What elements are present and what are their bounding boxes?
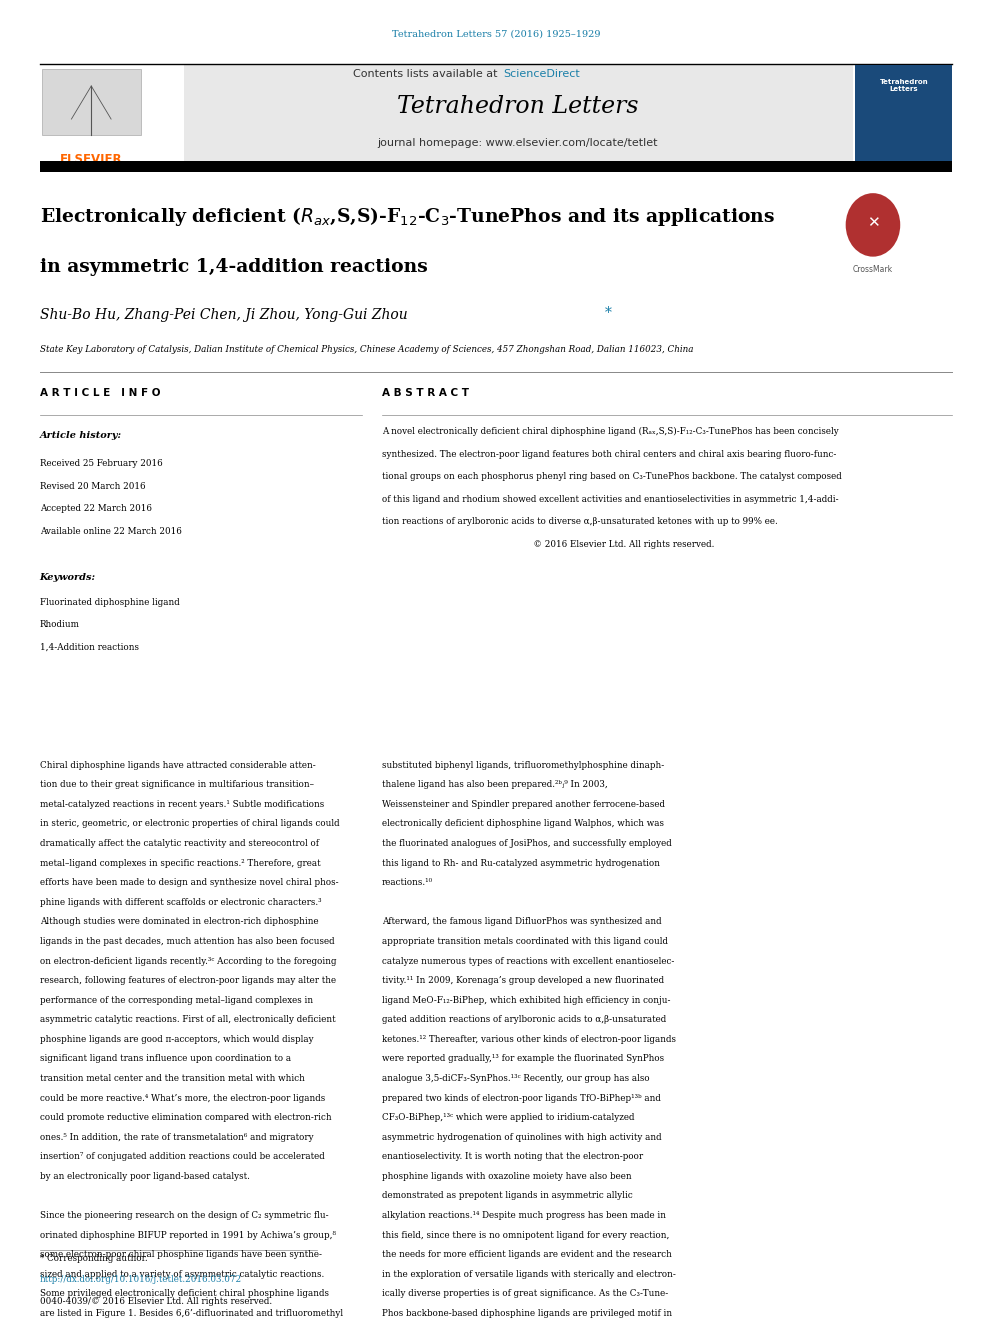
- Text: Although studies were dominated in electron-rich diphosphine: Although studies were dominated in elect…: [40, 917, 318, 926]
- Text: tivity.¹¹ In 2009, Korenaga’s group developed a new fluorinated: tivity.¹¹ In 2009, Korenaga’s group deve…: [382, 976, 664, 986]
- Text: Electronically deficient ($R_{ax}$,S,S)-F$_{12}$-C$_{3}$-TunePhos and its applic: Electronically deficient ($R_{ax}$,S,S)-…: [40, 205, 775, 228]
- Text: alkylation reactions.¹⁴ Despite much progress has been made in: alkylation reactions.¹⁴ Despite much pro…: [382, 1211, 666, 1220]
- Text: CF₃O-BiPhep,¹³ᶜ which were applied to iridium-catalyzed: CF₃O-BiPhep,¹³ᶜ which were applied to ir…: [382, 1113, 635, 1122]
- Text: ically diverse properties is of great significance. As the C₃-Tune-: ically diverse properties is of great si…: [382, 1290, 669, 1298]
- Text: Tetrahedron
Letters: Tetrahedron Letters: [879, 79, 929, 93]
- Text: Phos backbone-based diphosphine ligands are privileged motif in: Phos backbone-based diphosphine ligands …: [382, 1308, 672, 1318]
- Text: Tetrahedron Letters 57 (2016) 1925–1929: Tetrahedron Letters 57 (2016) 1925–1929: [392, 29, 600, 38]
- Text: A novel electronically deficient chiral diphosphine ligand (Rₐₓ,S,S)-F₁₂-C₃-Tune: A novel electronically deficient chiral …: [382, 427, 838, 437]
- Text: Tetrahedron Letters: Tetrahedron Letters: [397, 95, 639, 118]
- Ellipse shape: [845, 193, 901, 257]
- Text: phosphine ligands with oxazoline moiety have also been: phosphine ligands with oxazoline moiety …: [382, 1172, 632, 1181]
- Text: efforts have been made to design and synthesize novel chiral phos-: efforts have been made to design and syn…: [40, 878, 338, 888]
- Text: synthesized. The electron-poor ligand features both chiral centers and chiral ax: synthesized. The electron-poor ligand fe…: [382, 450, 836, 459]
- Text: *: *: [605, 306, 612, 320]
- Text: analogue 3,5-diCF₃-SynPhos.¹³ᶜ Recently, our group has also: analogue 3,5-diCF₃-SynPhos.¹³ᶜ Recently,…: [382, 1074, 650, 1084]
- Text: Fluorinated diphosphine ligand: Fluorinated diphosphine ligand: [40, 598, 180, 607]
- Text: A R T I C L E   I N F O: A R T I C L E I N F O: [40, 388, 160, 398]
- Text: were reported gradually,¹³ for example the fluorinated SynPhos: were reported gradually,¹³ for example t…: [382, 1054, 664, 1064]
- Text: Afterward, the famous ligand DifluorPhos was synthesized and: Afterward, the famous ligand DifluorPhos…: [382, 917, 662, 926]
- Text: in the exploration of versatile ligands with sterically and electron-: in the exploration of versatile ligands …: [382, 1270, 676, 1279]
- FancyBboxPatch shape: [184, 65, 853, 161]
- Text: Shu-Bo Hu, Zhang-Pei Chen, Ji Zhou, Yong-Gui Zhou: Shu-Bo Hu, Zhang-Pei Chen, Ji Zhou, Yong…: [40, 308, 408, 323]
- Text: of this ligand and rhodium showed excellent activities and enantioselectivities : of this ligand and rhodium showed excell…: [382, 495, 838, 504]
- Text: the fluorinated analogues of JosiPhos, and successfully employed: the fluorinated analogues of JosiPhos, a…: [382, 839, 672, 848]
- FancyBboxPatch shape: [40, 65, 184, 161]
- Text: tion due to their great significance in multifarious transition–: tion due to their great significance in …: [40, 781, 313, 790]
- Text: on electron-deficient ligands recently.³ᶜ According to the foregoing: on electron-deficient ligands recently.³…: [40, 957, 336, 966]
- Text: ✕: ✕: [867, 214, 879, 230]
- Text: reactions.¹⁰: reactions.¹⁰: [382, 878, 434, 888]
- Text: Available online 22 March 2016: Available online 22 March 2016: [40, 527, 182, 536]
- Text: Accepted 22 March 2016: Accepted 22 March 2016: [40, 504, 152, 513]
- Text: Weissensteiner and Spindler prepared another ferrocene-based: Weissensteiner and Spindler prepared ano…: [382, 800, 665, 808]
- Text: * Corresponding author.: * Corresponding author.: [40, 1254, 147, 1263]
- Text: enantioselectivity. It is worth noting that the electron-poor: enantioselectivity. It is worth noting t…: [382, 1152, 643, 1162]
- Text: Rhodium: Rhodium: [40, 620, 79, 630]
- Text: transition metal center and the transition metal with which: transition metal center and the transiti…: [40, 1074, 305, 1084]
- Text: metal-catalyzed reactions in recent years.¹ Subtle modifications: metal-catalyzed reactions in recent year…: [40, 800, 324, 808]
- Text: 0040-4039/© 2016 Elsevier Ltd. All rights reserved.: 0040-4039/© 2016 Elsevier Ltd. All right…: [40, 1297, 272, 1306]
- FancyBboxPatch shape: [42, 69, 141, 135]
- Text: ligand MeO-F₁₂-BiPhep, which exhibited high efficiency in conju-: ligand MeO-F₁₂-BiPhep, which exhibited h…: [382, 996, 671, 1004]
- Text: substituted biphenyl ligands, trifluoromethylphosphine dinaph-: substituted biphenyl ligands, trifluorom…: [382, 761, 665, 770]
- Text: appropriate transition metals coordinated with this ligand could: appropriate transition metals coordinate…: [382, 937, 668, 946]
- Text: thalene ligand has also been prepared.²ᵇⱼ⁹ In 2003,: thalene ligand has also been prepared.²ᵇ…: [382, 781, 608, 790]
- Text: State Key Laboratory of Catalysis, Dalian Institute of Chemical Physics, Chinese: State Key Laboratory of Catalysis, Dalia…: [40, 345, 693, 355]
- Text: catalyze numerous types of reactions with excellent enantioselec-: catalyze numerous types of reactions wit…: [382, 957, 675, 966]
- Text: journal homepage: www.elsevier.com/locate/tetlet: journal homepage: www.elsevier.com/locat…: [378, 138, 658, 148]
- Text: Chiral diphosphine ligands have attracted considerable atten-: Chiral diphosphine ligands have attracte…: [40, 761, 315, 770]
- Text: ScienceDirect: ScienceDirect: [503, 69, 579, 79]
- Text: © 2016 Elsevier Ltd. All rights reserved.: © 2016 Elsevier Ltd. All rights reserved…: [382, 540, 714, 549]
- Text: in steric, geometric, or electronic properties of chiral ligands could: in steric, geometric, or electronic prop…: [40, 819, 339, 828]
- Text: ELSEVIER: ELSEVIER: [60, 153, 123, 167]
- Text: Keywords:: Keywords:: [40, 573, 96, 582]
- Text: in asymmetric 1,4-addition reactions: in asymmetric 1,4-addition reactions: [40, 258, 428, 277]
- Text: sized and applied to a variety of asymmetric catalytic reactions.: sized and applied to a variety of asymme…: [40, 1270, 324, 1279]
- Text: 1,4-Addition reactions: 1,4-Addition reactions: [40, 643, 139, 652]
- Text: demonstrated as prepotent ligands in asymmetric allylic: demonstrated as prepotent ligands in asy…: [382, 1192, 633, 1200]
- Text: could be more reactive.⁴ What’s more, the electron-poor ligands: could be more reactive.⁴ What’s more, th…: [40, 1094, 325, 1102]
- Text: insertion⁷ of conjugated addition reactions could be accelerated: insertion⁷ of conjugated addition reacti…: [40, 1152, 324, 1162]
- Text: significant ligand trans influence upon coordination to a: significant ligand trans influence upon …: [40, 1054, 291, 1064]
- Text: ligands in the past decades, much attention has also been focused: ligands in the past decades, much attent…: [40, 937, 334, 946]
- Text: Some privileged electronically deficient chiral phosphine ligands: Some privileged electronically deficient…: [40, 1290, 328, 1298]
- Text: gated addition reactions of arylboronic acids to α,β-unsaturated: gated addition reactions of arylboronic …: [382, 1015, 667, 1024]
- Text: asymmetric catalytic reactions. First of all, electronically deficient: asymmetric catalytic reactions. First of…: [40, 1015, 335, 1024]
- FancyBboxPatch shape: [855, 65, 952, 161]
- Text: dramatically affect the catalytic reactivity and stereocontrol of: dramatically affect the catalytic reacti…: [40, 839, 318, 848]
- Text: this ligand to Rh- and Ru-catalyzed asymmetric hydrogenation: this ligand to Rh- and Ru-catalyzed asym…: [382, 859, 660, 868]
- Text: Contents lists available at: Contents lists available at: [353, 69, 501, 79]
- Text: research, following features of electron-poor ligands may alter the: research, following features of electron…: [40, 976, 336, 986]
- Text: the needs for more efficient ligands are evident and the research: the needs for more efficient ligands are…: [382, 1250, 672, 1259]
- Text: tion reactions of arylboronic acids to diverse α,β-unsaturated ketones with up t: tion reactions of arylboronic acids to d…: [382, 517, 778, 527]
- Text: A B S T R A C T: A B S T R A C T: [382, 388, 469, 398]
- Text: metal–ligand complexes in specific reactions.² Therefore, great: metal–ligand complexes in specific react…: [40, 859, 320, 868]
- Text: phine ligands with different scaffolds or electronic characters.³: phine ligands with different scaffolds o…: [40, 898, 321, 906]
- Text: orinated diphosphine BIFUP reported in 1991 by Achiwa’s group,⁸: orinated diphosphine BIFUP reported in 1…: [40, 1230, 335, 1240]
- Text: Revised 20 March 2016: Revised 20 March 2016: [40, 482, 145, 491]
- Text: some electron-poor chiral phosphine ligands have been synthe-: some electron-poor chiral phosphine liga…: [40, 1250, 321, 1259]
- Text: phosphine ligands are good π-acceptors, which would display: phosphine ligands are good π-acceptors, …: [40, 1035, 313, 1044]
- Text: this field, since there is no omnipotent ligand for every reaction,: this field, since there is no omnipotent…: [382, 1230, 670, 1240]
- Text: ketones.¹² Thereafter, various other kinds of electron-poor ligands: ketones.¹² Thereafter, various other kin…: [382, 1035, 676, 1044]
- Text: Since the pioneering research on the design of C₂ symmetric flu-: Since the pioneering research on the des…: [40, 1211, 328, 1220]
- Text: http://dx.doi.org/10.1016/j.tetlet.2016.03.072: http://dx.doi.org/10.1016/j.tetlet.2016.…: [40, 1275, 242, 1285]
- Text: electronically deficient diphosphine ligand Walphos, which was: electronically deficient diphosphine lig…: [382, 819, 664, 828]
- Text: are listed in Figure 1. Besides 6,6’-difluorinated and trifluoromethyl: are listed in Figure 1. Besides 6,6’-dif…: [40, 1308, 343, 1318]
- Text: performance of the corresponding metal–ligand complexes in: performance of the corresponding metal–l…: [40, 996, 312, 1004]
- Text: asymmetric hydrogenation of quinolines with high activity and: asymmetric hydrogenation of quinolines w…: [382, 1132, 662, 1142]
- Text: could promote reductive elimination compared with electron-rich: could promote reductive elimination comp…: [40, 1113, 331, 1122]
- Bar: [40, 161, 952, 172]
- Text: prepared two kinds of electron-poor ligands TfO-BiPhep¹³ᵇ and: prepared two kinds of electron-poor liga…: [382, 1094, 661, 1102]
- Text: CrossMark: CrossMark: [853, 265, 893, 274]
- Text: tional groups on each phosphorus phenyl ring based on C₃-TunePhos backbone. The : tional groups on each phosphorus phenyl …: [382, 472, 841, 482]
- Text: Article history:: Article history:: [40, 431, 122, 441]
- Text: by an electronically poor ligand-based catalyst.: by an electronically poor ligand-based c…: [40, 1172, 250, 1181]
- Text: ones.⁵ In addition, the rate of transmetalation⁶ and migratory: ones.⁵ In addition, the rate of transmet…: [40, 1132, 313, 1142]
- Text: Received 25 February 2016: Received 25 February 2016: [40, 459, 163, 468]
